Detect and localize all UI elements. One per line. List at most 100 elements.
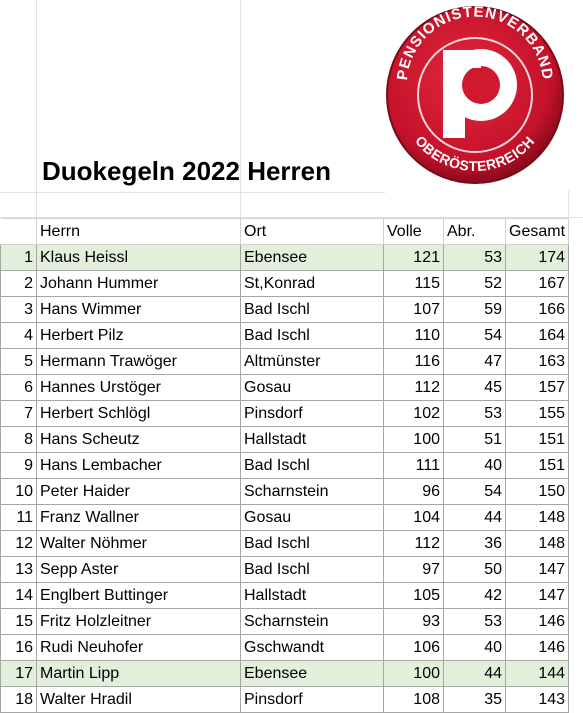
table-cell: 17 <box>0 660 37 687</box>
table-cell: Englbert Buttinger <box>36 582 241 609</box>
table-row: 5 Hermann Trawöger Altmünster 116 47 163 <box>0 348 570 375</box>
table-cell: 54 <box>443 322 506 349</box>
table-cell: Herbert Pilz <box>36 322 241 349</box>
header-cell: Abr. <box>443 218 506 245</box>
table-cell: Ebensee <box>240 244 384 271</box>
table-cell: 147 <box>504 582 570 609</box>
table-cell: 44 <box>443 660 506 687</box>
table-cell: Hallstadt <box>240 582 384 609</box>
table-cell: 174 <box>504 244 570 271</box>
table-cell: 5 <box>0 348 37 375</box>
table-row: 3 Hans Wimmer Bad Ischl 107 59 166 <box>0 296 570 323</box>
table-row: 7 Herbert Schlögl Pinsdorf 102 53 155 <box>0 400 570 427</box>
table-cell: Hans Wimmer <box>36 296 241 323</box>
table-cell: Rudi Neuhofer <box>36 634 241 661</box>
header-row: Herrn Ort Volle Abr. Gesamt <box>0 218 570 245</box>
table-cell: 18 <box>0 686 37 713</box>
table-cell: 50 <box>443 556 506 583</box>
title: Duokegeln 2022 Herren <box>42 156 332 186</box>
table-cell: Franz Wallner <box>36 504 241 531</box>
table-cell: 40 <box>443 452 506 479</box>
table-cell: 52 <box>443 270 506 297</box>
table-row: 17 Martin Lipp Ebensee 100 44 144 <box>0 660 570 687</box>
table-cell: Scharnstein <box>240 478 384 505</box>
table-row: 9 Hans Lembacher Bad Ischl 111 40 151 <box>0 452 570 479</box>
table-cell: 115 <box>383 270 444 297</box>
table-cell: 164 <box>504 322 570 349</box>
table-cell: 2 <box>0 270 37 297</box>
table-cell: Gosau <box>240 374 384 401</box>
table-cell: 112 <box>383 530 444 557</box>
table-cell: 16 <box>0 634 37 661</box>
table-row: 18 Walter Hradil Pinsdorf 108 35 143 <box>0 686 570 713</box>
table-cell: Klaus Heissl <box>36 244 241 271</box>
table-cell: Peter Haider <box>36 478 241 505</box>
table-cell: Hannes Urstöger <box>36 374 241 401</box>
table-cell: 121 <box>383 244 444 271</box>
table-cell: Bad Ischl <box>240 530 384 557</box>
table-cell: 107 <box>383 296 444 323</box>
table-cell: 102 <box>383 400 444 427</box>
table-cell: Pinsdorf <box>240 400 384 427</box>
header-cell: Volle <box>383 218 444 245</box>
table-cell: 100 <box>383 426 444 453</box>
table-row: 12 Walter Nöhmer Bad Ischl 112 36 148 <box>0 530 570 557</box>
table-cell: 9 <box>0 452 37 479</box>
table-cell: 51 <box>443 426 506 453</box>
table-cell: 8 <box>0 426 37 453</box>
table-cell: Bad Ischl <box>240 322 384 349</box>
table-cell: Ebensee <box>240 660 384 687</box>
table-row: 14 Englbert Buttinger Hallstadt 105 42 147 <box>0 582 570 609</box>
table-cell: 106 <box>383 634 444 661</box>
header-cell: Ort <box>240 218 384 245</box>
table-cell: 11 <box>0 504 37 531</box>
table-row: 4 Herbert Pilz Bad Ischl 110 54 164 <box>0 322 570 349</box>
table-cell: Altmünster <box>240 348 384 375</box>
table-cell: 100 <box>383 660 444 687</box>
header-cell: Gesamt <box>504 218 570 245</box>
table-cell: Hallstadt <box>240 426 384 453</box>
table-cell: Johann Hummer <box>36 270 241 297</box>
table-cell: 12 <box>0 530 37 557</box>
table-cell: 150 <box>504 478 570 505</box>
header-cell: Herrn <box>36 218 241 245</box>
table-cell: 147 <box>504 556 570 583</box>
table-cell: 53 <box>443 244 506 271</box>
table-cell: Walter Nöhmer <box>36 530 241 557</box>
table-cell: Martin Lipp <box>36 660 241 687</box>
table-cell: 96 <box>383 478 444 505</box>
table-cell: Hans Lembacher <box>36 452 241 479</box>
table-cell: Herbert Schlögl <box>36 400 241 427</box>
table-cell: Bad Ischl <box>240 556 384 583</box>
table-cell: 144 <box>504 660 570 687</box>
sheet-background <box>0 0 583 218</box>
table-cell: 108 <box>383 686 444 713</box>
table-row: 15 Fritz Holzleitner Scharnstein 93 53 146 <box>0 608 570 635</box>
table-row: 16 Rudi Neuhofer Gschwandt 106 40 146 <box>0 634 570 661</box>
table-cell: Walter Hradil <box>36 686 241 713</box>
table-row: 6 Hannes Urstöger Gosau 112 45 157 <box>0 374 570 401</box>
table-row: 2 Johann Hummer St,Konrad 115 52 167 <box>0 270 570 297</box>
table-cell: 143 <box>504 686 570 713</box>
table-cell: 3 <box>0 296 37 323</box>
table-cell: 110 <box>383 322 444 349</box>
table-cell: Fritz Holzleitner <box>36 608 241 635</box>
table-cell: 35 <box>443 686 506 713</box>
results-table: Herrn Ort Volle Abr. Gesamt 1 Klaus Heissl Ebe… <box>0 218 570 713</box>
table-row: 13 Sepp Aster Bad Ischl 97 50 147 <box>0 556 570 583</box>
table-cell: Hermann Trawöger <box>36 348 241 375</box>
table-cell: 59 <box>443 296 506 323</box>
table-header: Herrn Ort Volle Abr. Gesamt <box>0 218 570 245</box>
table-cell: 36 <box>443 530 506 557</box>
table-cell: Bad Ischl <box>240 452 384 479</box>
table-cell: 116 <box>383 348 444 375</box>
table-cell: 53 <box>443 400 506 427</box>
table-cell: Sepp Aster <box>36 556 241 583</box>
table-cell: 111 <box>383 452 444 479</box>
table-cell: 97 <box>383 556 444 583</box>
table-cell: 155 <box>504 400 570 427</box>
table-row: 8 Hans Scheutz Hallstadt 100 51 151 <box>0 426 570 453</box>
table-cell: Hans Scheutz <box>36 426 241 453</box>
table-cell: 166 <box>504 296 570 323</box>
